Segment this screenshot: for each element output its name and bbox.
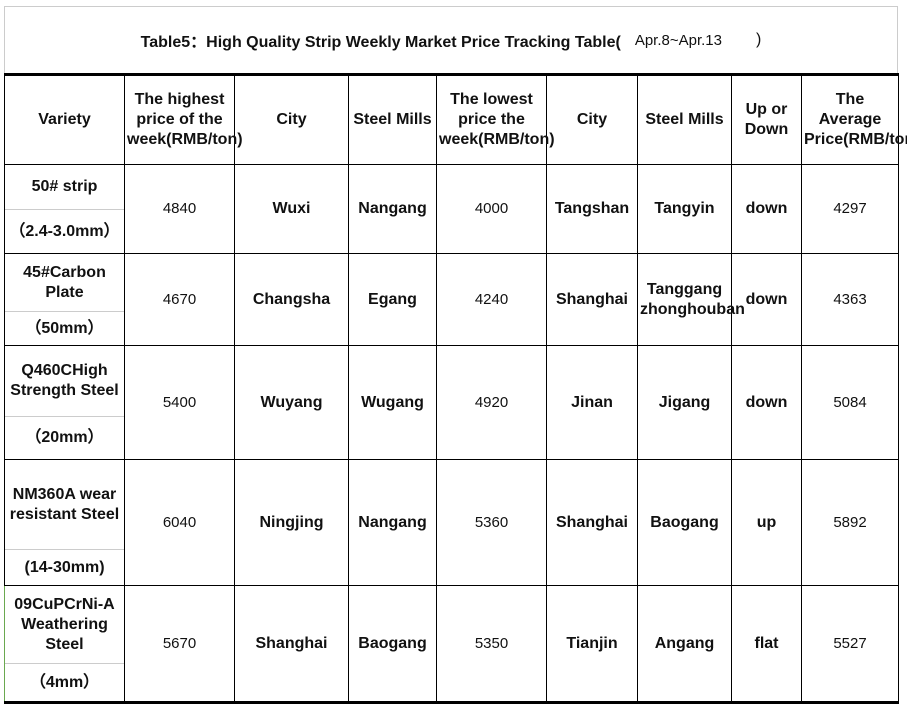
trend: down bbox=[731, 253, 802, 346]
highest-city: Changsha bbox=[234, 253, 349, 346]
average-price: 4297 bbox=[801, 164, 899, 254]
variety-cell: NM360A wear resistant Steel (14-30mm) bbox=[4, 459, 125, 586]
trend: down bbox=[731, 164, 802, 254]
lowest-price: 5360 bbox=[436, 459, 547, 586]
highest-city: Ningjing bbox=[234, 459, 349, 586]
header-row: Variety The highest price of the week(RM… bbox=[4, 74, 907, 165]
highest-price: 4670 bbox=[124, 253, 235, 346]
lowest-mill: Baogang bbox=[637, 459, 732, 586]
lowest-price: 4920 bbox=[436, 345, 547, 460]
variety-spec: （20mm） bbox=[25, 429, 104, 446]
variety-name: 09CuPCrNi-A Weathering Steel bbox=[5, 586, 124, 664]
average-price: 4363 bbox=[801, 253, 899, 346]
highest-price: 5670 bbox=[124, 585, 235, 703]
variety-name: 45#Carbon Plate bbox=[5, 254, 124, 312]
highest-price: 6040 bbox=[124, 459, 235, 586]
highest-mill: Wugang bbox=[348, 345, 437, 460]
header-highest-price: The highest price of the week(RMB/ton) bbox=[124, 74, 243, 165]
lowest-mill: Tangyin bbox=[637, 164, 732, 254]
lowest-city: Shanghai bbox=[546, 459, 638, 586]
average-price: 5527 bbox=[801, 585, 899, 703]
price-table: Variety The highest price of the week(RM… bbox=[4, 73, 907, 704]
title-dates: Apr.8~Apr.13 bbox=[634, 31, 722, 49]
lowest-mill: Angang bbox=[637, 585, 732, 703]
variety-cell: 50# strip （2.4-3.0mm） bbox=[4, 164, 125, 254]
highest-mill: Nangang bbox=[348, 459, 437, 586]
title-text: Table5：High Quality Strip Weekly Market … bbox=[140, 34, 621, 51]
highest-mill: Nangang bbox=[348, 164, 437, 254]
highest-city: Wuxi bbox=[234, 164, 349, 254]
variety-name: Q460CHigh Strength Steel bbox=[5, 346, 124, 417]
lowest-mill: Tanggang zhonghouban bbox=[637, 253, 745, 346]
trend: flat bbox=[731, 585, 802, 703]
highest-price: 4840 bbox=[124, 164, 235, 254]
lowest-price: 4000 bbox=[436, 164, 547, 254]
variety-cell: 45#Carbon Plate （50mm） bbox=[4, 253, 125, 346]
header-city: City bbox=[234, 74, 349, 165]
header-up-or-down: Up or Down bbox=[731, 74, 802, 165]
variety-spec: （4mm） bbox=[29, 673, 100, 691]
variety-cell: Q460CHigh Strength Steel （20mm） bbox=[4, 345, 125, 460]
average-price: 5084 bbox=[801, 345, 899, 460]
price-table-document: Table5：High Quality Strip Weekly Market … bbox=[4, 6, 907, 704]
variety-name: 50# strip bbox=[5, 165, 124, 210]
variety-spec: （50mm） bbox=[25, 319, 104, 337]
lowest-mill: Jigang bbox=[637, 345, 732, 460]
table-row: 09CuPCrNi-A Weathering Steel （4mm） 5670 … bbox=[4, 585, 899, 703]
highest-city: Shanghai bbox=[234, 585, 349, 703]
table-row: Q460CHigh Strength Steel （20mm） 5400 Wuy… bbox=[4, 345, 899, 460]
header-steel-mills: Steel Mills bbox=[637, 74, 732, 165]
lowest-city: Jinan bbox=[546, 345, 638, 460]
table-row: NM360A wear resistant Steel (14-30mm) 60… bbox=[4, 459, 899, 586]
header-lowest-price: The lowest price the week(RMB/ton) bbox=[436, 74, 555, 165]
lowest-city: Shanghai bbox=[546, 253, 638, 346]
table-title: Table5：High Quality Strip Weekly Market … bbox=[4, 6, 898, 73]
average-price: 5892 bbox=[801, 459, 899, 586]
header-average-price: The Average Price(RMB/ton) bbox=[801, 74, 907, 165]
highest-mill: Baogang bbox=[348, 585, 437, 703]
variety-spec: (14-30mm) bbox=[24, 558, 105, 576]
header-steel-mills: Steel Mills bbox=[348, 74, 437, 165]
highest-city: Wuyang bbox=[234, 345, 349, 460]
table-row: 50# strip （2.4-3.0mm） 4840 Wuxi Nangang … bbox=[4, 164, 899, 254]
trend: up bbox=[731, 459, 802, 586]
lowest-price: 5350 bbox=[436, 585, 547, 703]
trend: down bbox=[731, 345, 802, 460]
title-close: ) bbox=[755, 31, 762, 48]
highest-price: 5400 bbox=[124, 345, 235, 460]
variety-cell: 09CuPCrNi-A Weathering Steel （4mm） bbox=[4, 585, 125, 703]
table-row: 45#Carbon Plate （50mm） 4670 Changsha Ega… bbox=[4, 253, 899, 346]
variety-name: NM360A wear resistant Steel bbox=[5, 460, 124, 550]
header-city: City bbox=[546, 74, 638, 165]
lowest-price: 4240 bbox=[436, 253, 547, 346]
header-variety: Variety bbox=[4, 74, 125, 165]
lowest-city: Tianjin bbox=[546, 585, 638, 703]
highest-mill: Egang bbox=[348, 253, 437, 346]
variety-spec: （2.4-3.0mm） bbox=[9, 222, 120, 240]
lowest-city: Tangshan bbox=[546, 164, 638, 254]
